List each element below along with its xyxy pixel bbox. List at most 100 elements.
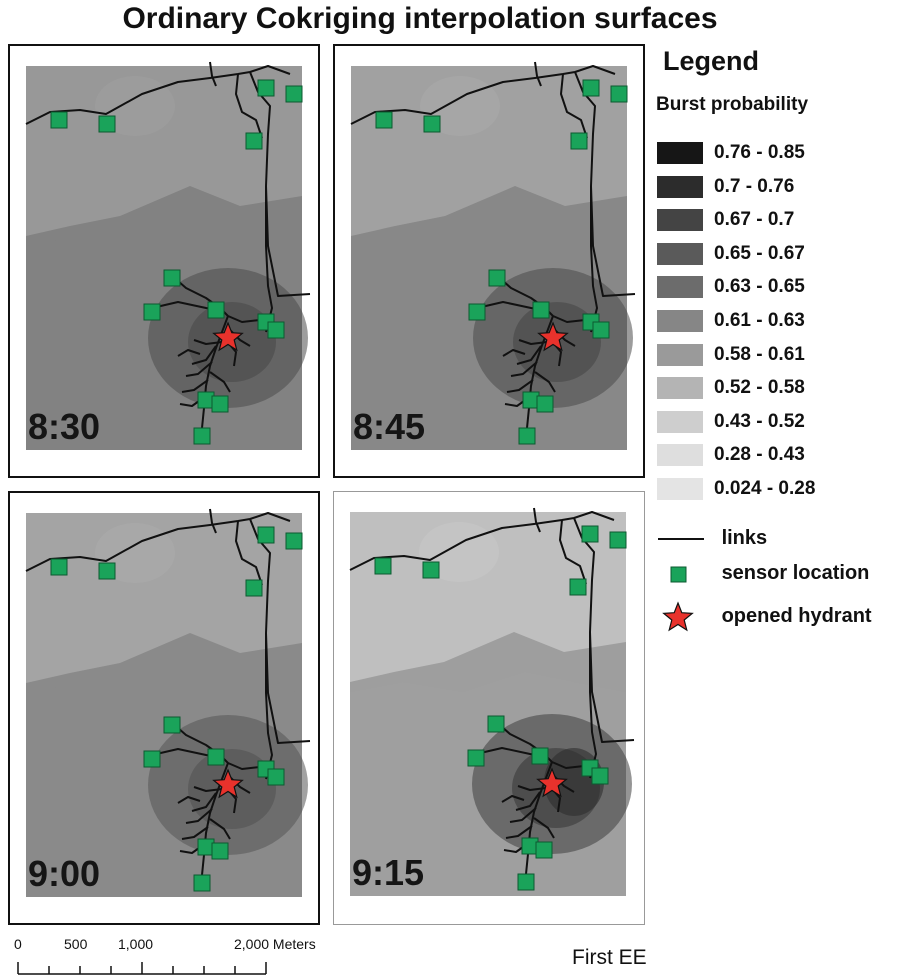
pipe-link [534,371,556,393]
scale-label-500: 500 [64,936,88,952]
sensor-marker [570,132,588,150]
legend-class-label: 0.28 - 0.43 [714,444,805,466]
pipe-link [562,65,616,75]
surface-zone-light [26,513,302,683]
pipe-link [517,785,547,791]
sensor-marker [50,558,68,576]
legend-hydrant-label: opened hydrant [721,605,872,628]
sensor-marker [582,79,600,97]
sensor-marker [532,301,550,319]
sensor-marker [423,115,441,133]
hydrant-marker [212,768,244,799]
pipe-link [235,73,263,139]
map-surface [349,507,635,896]
pipe-link [501,795,525,803]
pipe-link [235,520,263,586]
sensor-marker [267,321,285,339]
pipe-link [181,826,209,840]
pipe-link [237,65,291,75]
sensor-marker [487,715,505,733]
pipe-link [505,825,533,839]
map-panel-915: 9:15 [333,491,645,925]
hydrant-marker [212,321,244,352]
surface-group [351,66,633,450]
sensor-marker [467,749,485,767]
sensor-marker [143,303,161,321]
pipe-link [193,339,223,345]
scale-label-2000: 2,000 Meters [234,936,316,952]
sensor-marker [531,747,549,765]
sensor-marker [468,303,486,321]
sensor-marker [50,111,68,129]
sensor-marker [581,525,599,543]
pipe-link [506,379,534,393]
sensor-marker [245,579,263,597]
pipe-link [561,511,615,521]
pipe-link [533,507,541,533]
sensor-marker [610,85,628,103]
scale-ticks [17,962,267,975]
legend-class-label: 0.65 - 0.67 [714,242,805,264]
sensor-marker [535,841,553,859]
pipe-link [185,361,213,377]
pipe-link [509,807,537,823]
pipe-link [181,379,209,393]
sensor-marker [207,748,225,766]
surface-zone-light [351,66,627,236]
surface-group [26,513,308,897]
legend-sensor: sensor location [656,562,869,586]
legend-swatch [657,276,703,299]
map-surface [25,61,311,450]
legend-swatch [657,444,703,467]
pipe-link [590,185,636,297]
line-icon [658,537,704,540]
legend-hydrant: opened hydrant [656,600,872,634]
pipe-link [177,796,201,804]
pipe-link [502,349,526,357]
sensor-marker [267,768,285,786]
legend-links-label: links [721,527,768,549]
sensor-marker [609,531,627,549]
sensor-marker [163,716,181,734]
sensor-marker [163,269,181,287]
sensor-marker [488,269,506,287]
legend-class-label: 0.58 - 0.61 [714,343,805,365]
legend-swatch [657,242,703,265]
sensor-marker [193,427,211,445]
sensor-marker [211,395,229,413]
legend-sensor-label: sensor location [721,562,870,585]
sensor-marker [375,111,393,129]
pipe-link [510,361,538,377]
surface-group [26,66,308,450]
pipe-link [209,371,231,393]
pipe-link [209,61,217,87]
legend-swatch [657,343,703,366]
pipe-link [589,631,635,743]
surface-zone-light [26,66,302,236]
pipe-link [560,73,588,139]
legend-swatch [657,478,703,500]
legend-class-label: 0.43 - 0.52 [714,410,805,432]
sensor-marker [518,427,536,445]
sensor-marker [98,562,116,580]
sensor-marker [245,132,263,150]
pipe-link [177,349,201,357]
sensor-marker [193,874,211,892]
sensor-marker [285,85,303,103]
legend-class-label: 0.67 - 0.7 [714,209,795,231]
legend-title: Legend [663,46,760,76]
legend-class-label: 0.76 - 0.85 [714,142,805,163]
pipe-link [516,345,542,365]
scale-label-0: 0 [14,936,22,952]
map-title: Ordinary Cokriging interpolation surface… [122,2,718,35]
sensor-marker [257,79,275,97]
legend-swatch [657,377,703,400]
pipe-link [265,632,311,744]
map-surface [350,61,636,450]
sensor-marker [98,115,116,133]
legend-swatch [657,209,703,232]
sensor-marker [517,873,535,891]
pipe-link [559,519,587,585]
pipe-link [209,508,217,534]
sensor-marker [536,395,554,413]
